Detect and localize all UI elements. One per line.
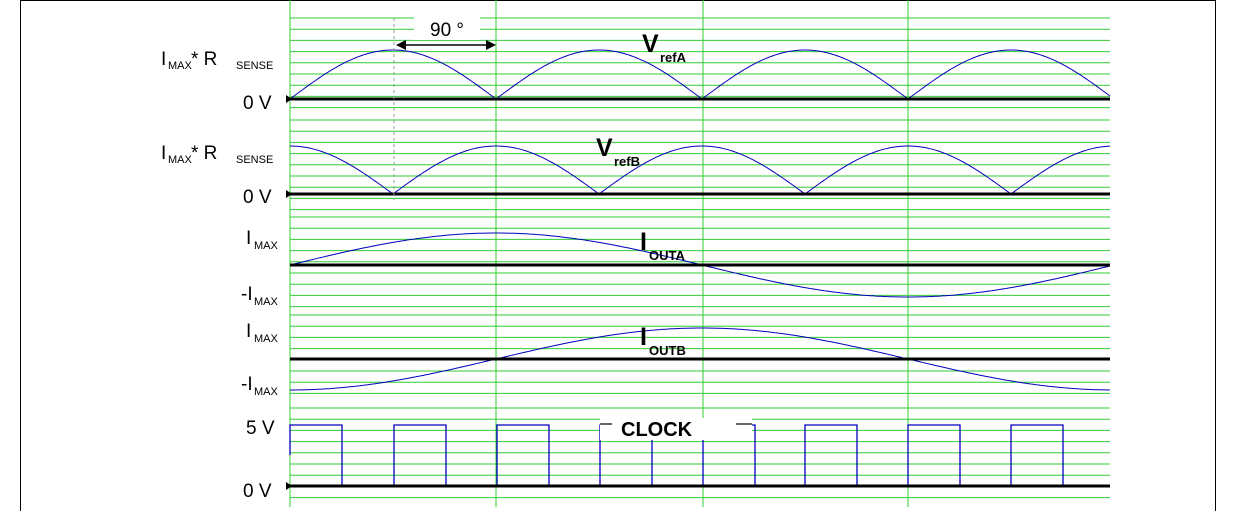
label-vrefb-bottom: 0 V <box>243 187 272 208</box>
title-vrefa-main: V <box>642 30 659 58</box>
trace-ioutb <box>290 327 1110 391</box>
phase-label: 90 ° <box>430 20 464 41</box>
axis-tick <box>286 482 292 490</box>
svg-text:MAX: MAX <box>254 386 279 398</box>
svg-text:I: I <box>161 49 166 70</box>
title-vrefa: V refA <box>642 30 687 65</box>
title-vrefb-main: V <box>596 134 613 162</box>
svg-text:I: I <box>246 228 251 249</box>
svg-text:MAX: MAX <box>168 60 193 72</box>
title-iouta-sub: OUTA <box>649 248 685 263</box>
label-vrefb-top: I MAX * R SENSE <box>161 143 273 166</box>
title-ioutb: I OUTB <box>640 323 686 358</box>
title-vrefb-sub: refB <box>614 154 640 169</box>
svg-text:I: I <box>246 321 251 342</box>
diagram-frame <box>20 0 1216 511</box>
title-clock: CLOCK <box>600 418 752 441</box>
svg-text:-I: -I <box>241 374 253 395</box>
title-iouta-main: I <box>640 228 647 256</box>
label-vrefa-bottom: 0 V <box>243 93 272 114</box>
label-iouta-top: I MAX <box>246 228 279 252</box>
grid-layer <box>289 0 1110 507</box>
title-clock-main: CLOCK <box>621 419 693 441</box>
label-ioutb-bottom: -I MAX <box>241 374 279 398</box>
label-clock-bottom: 0 V <box>243 481 272 502</box>
svg-text:MAX: MAX <box>254 333 279 345</box>
axis-tick <box>286 190 292 198</box>
svg-text:MAX: MAX <box>254 296 279 308</box>
label-clock-top: 5 V <box>246 418 275 439</box>
phase-marker: 90 ° <box>393 16 496 200</box>
label-vrefa-top: I MAX * R SENSE <box>161 49 273 72</box>
title-vrefb: V refB <box>596 134 640 169</box>
svg-text:MAX: MAX <box>168 154 193 166</box>
svg-text:* R: * R <box>191 143 217 164</box>
title-ioutb-main: I <box>640 323 647 351</box>
label-ioutb-top: I MAX <box>246 321 279 345</box>
title-ioutb-sub: OUTB <box>649 343 686 358</box>
svg-text:MAX: MAX <box>254 240 279 252</box>
axis-tick <box>286 95 292 103</box>
svg-text:SENSE: SENSE <box>236 154 273 166</box>
title-iouta: I OUTA <box>640 228 685 263</box>
trace-vrefb <box>290 145 1111 194</box>
label-iouta-bottom: -I MAX <box>241 284 279 308</box>
title-vrefa-sub: refA <box>660 50 687 65</box>
axis-layer <box>286 95 1110 490</box>
svg-text:* R: * R <box>191 49 217 70</box>
svg-text:SENSE: SENSE <box>236 60 273 72</box>
svg-text:I: I <box>161 143 166 164</box>
svg-text:-I: -I <box>241 284 253 305</box>
